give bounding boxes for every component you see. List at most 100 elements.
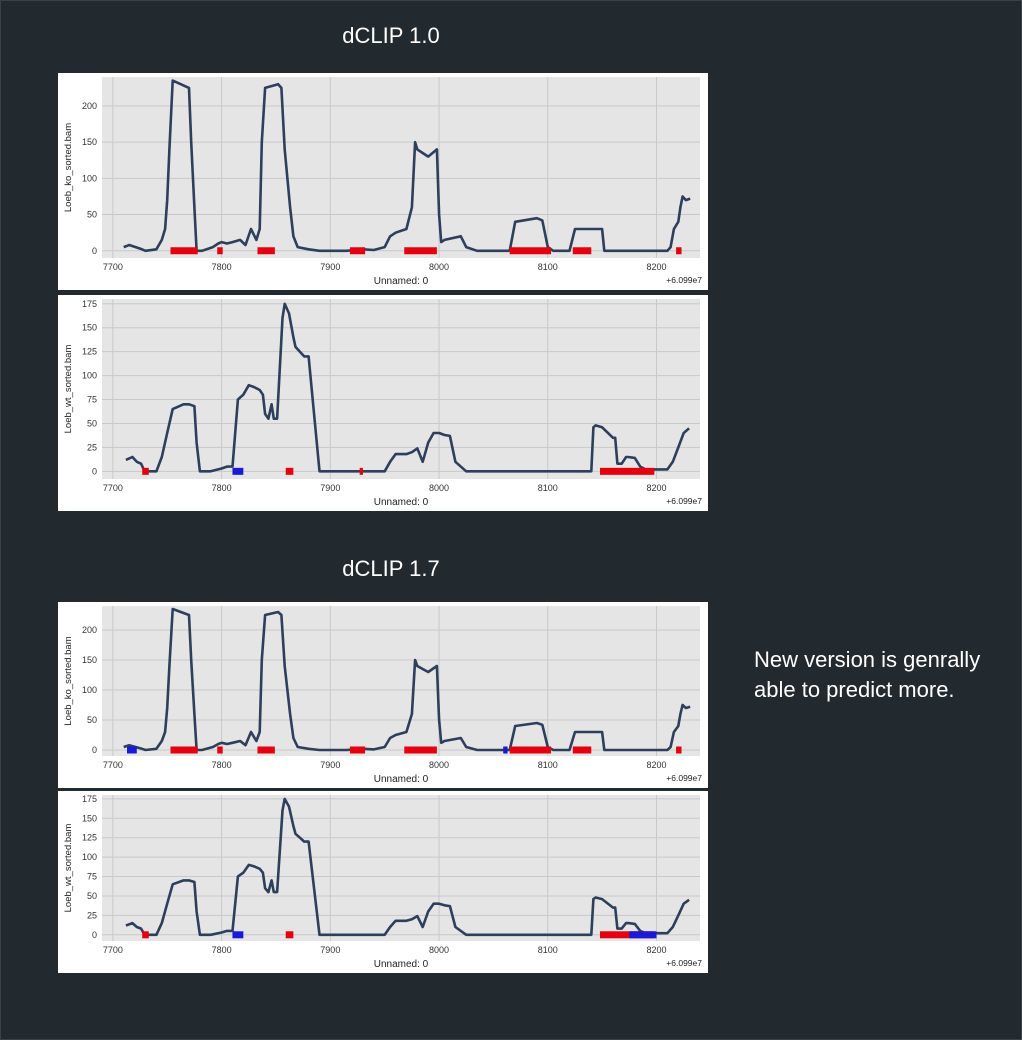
annotation-note-line-1: New version is genrally: [754, 647, 981, 672]
x-tick-label: 7700: [103, 945, 123, 955]
y-axis-label: Loeb_wt_sorted.bam: [63, 824, 74, 913]
series-line: [125, 797, 690, 937]
y-tick-label: 50: [87, 418, 97, 428]
red-segment: [349, 247, 366, 255]
x-tick-label: 8200: [646, 945, 666, 955]
red-segment: [599, 467, 655, 475]
y-tick-label: 125: [82, 833, 97, 843]
red-segment: [170, 247, 198, 255]
x-tick-label: 8200: [646, 760, 666, 770]
x-tick-label: 8000: [429, 760, 449, 770]
chart-panel-1-0-wt: 7700 7800 7900 8000 8100 8200 0 25 50 75 100 125 150…: [58, 295, 708, 511]
red-segment: [404, 746, 437, 754]
x-tick-label: 7900: [320, 262, 340, 272]
y-tick-label: 200: [82, 625, 97, 635]
y-tick-label: 150: [82, 137, 97, 147]
y-tick-label: 200: [82, 101, 97, 111]
red-segment: [217, 247, 223, 255]
x-tick-label: 7700: [103, 760, 123, 770]
y-axis-label: Loeb_wt_sorted.bam: [63, 345, 74, 434]
red-segment: [676, 247, 682, 255]
y-tick-label: 0: [92, 745, 97, 755]
blue-segment: [232, 467, 244, 475]
y-axis-label: Loeb_ko_sorted.bam: [63, 123, 74, 212]
y-tick-label: 100: [82, 173, 97, 183]
axis-offset-label: +6.099e7: [666, 496, 702, 506]
y-tick-label: 100: [82, 371, 97, 381]
red-segment: [359, 467, 363, 475]
plot-area: [102, 795, 700, 941]
x-tick-label: 7900: [320, 945, 340, 955]
x-tick-label: 8000: [429, 483, 449, 493]
red-segment: [572, 746, 592, 754]
x-tick-label: 7800: [212, 760, 232, 770]
x-tick-label: 7700: [103, 262, 123, 272]
section-title-dclip-1-0: dCLIP 1.0: [342, 23, 440, 48]
x-tick-label: 7900: [320, 483, 340, 493]
y-tick-label: 0: [92, 246, 97, 256]
axis-offset-label: +6.099e7: [666, 773, 702, 783]
chart-1-7-ko: 7700 7800 7900 8000 8100 8200 0 50 100 150 200 Unna…: [63, 606, 702, 785]
y-tick-label: 50: [87, 210, 97, 220]
y-tick-label: 150: [82, 323, 97, 333]
y-tick-label: 125: [82, 347, 97, 357]
x-tick-label: 8000: [429, 945, 449, 955]
y-tick-label: 100: [82, 685, 97, 695]
annotation-note-line-2: able to predict more.: [754, 677, 955, 702]
x-axis-label: Unnamed: 0: [374, 497, 429, 508]
x-tick-label: 7800: [212, 483, 232, 493]
y-tick-label: 25: [87, 442, 97, 452]
chart-1-7-wt: 7700 7800 7900 8000 8100 8200 0 25 50 75 100 125 150…: [63, 794, 702, 970]
chart-1-0-wt: 7700 7800 7900 8000 8100 8200 0 25 50 75 100 125 150…: [63, 299, 702, 508]
y-tick-label: 175: [82, 299, 97, 309]
red-segment: [285, 931, 294, 939]
y-tick-label: 75: [87, 872, 97, 882]
red-segment: [142, 467, 149, 475]
y-tick-label: 50: [87, 715, 97, 725]
red-segment: [170, 746, 198, 754]
red-segment: [572, 247, 592, 255]
chart-panel-1-0-ko: 7700 7800 7900 8000 8100 8200 0 50 100 150 200 Unna…: [58, 73, 708, 290]
blue-segment: [629, 931, 657, 939]
red-segment: [257, 746, 275, 754]
y-tick-label: 175: [82, 794, 97, 804]
red-segment: [509, 247, 552, 255]
red-segment: [217, 746, 223, 754]
section-title-dclip-1-7: dCLIP 1.7: [342, 556, 440, 581]
plot-area: [102, 299, 700, 479]
x-tick-label: 8000: [429, 262, 449, 272]
y-axis-label: Loeb_ko_sorted.bam: [63, 636, 74, 725]
red-segment: [285, 467, 294, 475]
chart-panel-1-7-ko: 7700 7800 7900 8000 8100 8200 0 50 100 150 200 Unna…: [58, 602, 708, 788]
x-tick-label: 7800: [212, 945, 232, 955]
x-tick-label: 8200: [646, 262, 666, 272]
x-tick-label: 7900: [320, 760, 340, 770]
blue-segment: [503, 746, 508, 754]
x-tick-label: 8100: [538, 483, 558, 493]
x-axis-label: Unnamed: 0: [374, 276, 429, 287]
series-line: [123, 607, 691, 752]
x-tick-label: 7800: [212, 262, 232, 272]
red-segment: [257, 247, 275, 255]
y-tick-label: 150: [82, 813, 97, 823]
axis-offset-label: +6.099e7: [666, 958, 702, 968]
x-tick-label: 8100: [538, 262, 558, 272]
red-segment: [142, 931, 149, 939]
y-tick-label: 150: [82, 655, 97, 665]
chart-panel-1-7-wt: 7700 7800 7900 8000 8100 8200 0 25 50 75 100 125 150…: [58, 791, 708, 973]
y-tick-label: 0: [92, 930, 97, 940]
series-line: [125, 302, 690, 473]
blue-segment: [127, 746, 137, 754]
red-segment: [349, 746, 366, 754]
x-tick-label: 8100: [538, 760, 558, 770]
x-tick-label: 8200: [646, 483, 666, 493]
x-tick-label: 8100: [538, 945, 558, 955]
x-tick-label: 7700: [103, 483, 123, 493]
y-tick-label: 50: [87, 891, 97, 901]
red-segment: [676, 746, 682, 754]
y-tick-label: 75: [87, 395, 97, 405]
annotation-note: New version is genrally able to predict …: [754, 645, 1014, 705]
red-segment: [599, 931, 655, 939]
y-tick-label: 0: [92, 466, 97, 476]
red-segment: [509, 746, 552, 754]
